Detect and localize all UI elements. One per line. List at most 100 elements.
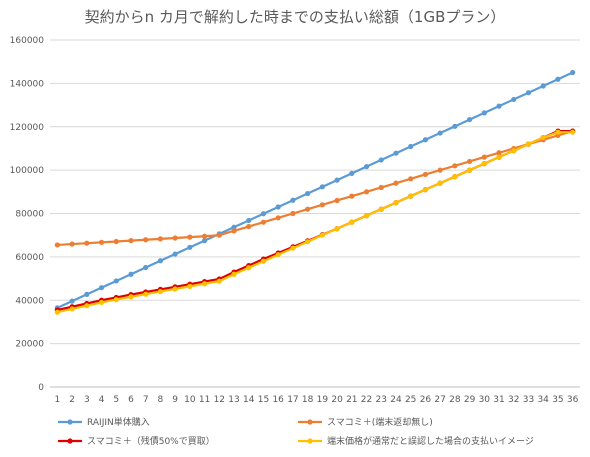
data-point: [84, 303, 90, 309]
legend: RAIJIN単体購入 スマコミ＋(端末返却無し) スマコミ＋（残債50%で買取） 端末…: [58, 416, 534, 447]
data-point: [172, 235, 178, 241]
x-tick-label: 4: [99, 395, 105, 405]
data-point: [54, 309, 60, 315]
x-tick-label: 21: [346, 395, 357, 405]
data-point: [305, 206, 311, 212]
data-point: [157, 258, 164, 264]
data-point: [128, 271, 134, 277]
data-point: [481, 154, 487, 160]
data-point: [349, 219, 355, 225]
legend-swatch-marker: [67, 419, 73, 425]
data-point: [216, 278, 222, 284]
legend-item: RAIJIN単体購入: [58, 416, 150, 428]
chart-title: 契約からn カ月で解約した時までの支払い総額（1GBプラン）: [85, 8, 506, 26]
data-point: [466, 158, 473, 165]
data-point: [363, 189, 370, 195]
data-point: [555, 76, 561, 82]
data-point: [481, 161, 487, 167]
data-point: [422, 187, 429, 193]
data-point: [157, 236, 164, 242]
data-point: [481, 110, 487, 116]
data-point: [349, 193, 355, 199]
x-tick-label: 7: [143, 395, 149, 405]
x-tick-label: 29: [464, 395, 476, 405]
x-tick-label: 14: [243, 395, 255, 405]
y-tick-label: 100000: [10, 166, 45, 176]
data-point: [437, 167, 443, 173]
legend-label: スマコミ＋（残債50%で買取）: [87, 435, 215, 447]
data-point: [201, 281, 208, 287]
data-point: [378, 206, 384, 212]
data-point: [525, 90, 532, 96]
x-tick-label: 13: [228, 395, 239, 405]
series-line: [57, 130, 573, 247]
legend-item: 端末価格が通常だと誤認した場合の支払いイメージ: [298, 435, 534, 447]
data-point: [319, 232, 325, 238]
data-point: [334, 197, 340, 204]
x-axis: 1 2 3 4 5 6 7 8 9 10 11 12 13 14 15 16 17 18 19 20 21 22 23 24 2…: [50, 386, 580, 405]
data-point: [290, 197, 296, 203]
x-tick-label: 19: [317, 395, 329, 405]
data-point: [393, 180, 399, 186]
data-point: [187, 234, 193, 240]
x-tick-label: 34: [537, 395, 549, 405]
x-tick-label: 30: [479, 395, 491, 405]
y-tick-label: 80000: [15, 210, 44, 220]
data-point: [511, 96, 517, 103]
data-point: [260, 258, 267, 264]
data-point: [452, 123, 458, 129]
data-point: [393, 150, 399, 156]
legend-label: RAIJIN単体購入: [87, 416, 150, 428]
data-point: [201, 233, 208, 239]
x-tick-label: 31: [493, 395, 504, 405]
y-tick-label: 0: [38, 383, 44, 393]
data-point: [452, 174, 458, 180]
data-point: [496, 103, 502, 109]
data-point: [393, 200, 399, 206]
data-point: [422, 137, 429, 143]
x-tick-label: 33: [523, 395, 534, 405]
data-point: [187, 283, 193, 289]
data-point: [172, 286, 178, 292]
data-point: [319, 202, 325, 208]
data-point: [143, 237, 149, 243]
x-tick-label: 8: [158, 395, 164, 405]
data-point: [363, 164, 370, 170]
x-tick-label: 9: [172, 395, 178, 405]
x-tick-label: 27: [434, 395, 445, 405]
data-point: [246, 223, 252, 230]
data-point: [216, 232, 222, 238]
data-point: [69, 241, 75, 247]
x-tick-label: 2: [69, 395, 75, 405]
legend-swatch-marker: [67, 438, 73, 444]
x-tick-label: 10: [184, 395, 196, 405]
data-point: [349, 170, 355, 176]
data-point: [157, 288, 164, 295]
y-tick-label: 120000: [10, 123, 45, 133]
x-tick-label: 5: [113, 395, 119, 405]
series-line: [57, 131, 573, 314]
data-point: [98, 239, 105, 245]
data-point: [334, 177, 340, 183]
data-point: [290, 245, 296, 251]
legend-label: スマコミ＋(端末返却無し): [327, 416, 433, 428]
data-point: [128, 294, 134, 300]
data-point: [54, 242, 60, 248]
data-point: [466, 167, 473, 173]
x-tick-label: 16: [272, 395, 284, 405]
data-point: [555, 129, 561, 135]
data-point: [275, 215, 281, 221]
x-tick-label: 32: [508, 395, 519, 405]
data-point: [275, 252, 281, 258]
data-point: [540, 83, 546, 89]
x-tick-label: 23: [376, 395, 387, 405]
x-tick-label: 25: [405, 395, 416, 405]
data-point: [128, 238, 134, 244]
data-point: [275, 204, 281, 210]
data-point: [452, 163, 458, 169]
data-point: [437, 180, 443, 186]
data-point: [113, 278, 119, 284]
data-point: [69, 298, 75, 304]
data-point: [231, 224, 237, 230]
data-point: [84, 240, 90, 246]
